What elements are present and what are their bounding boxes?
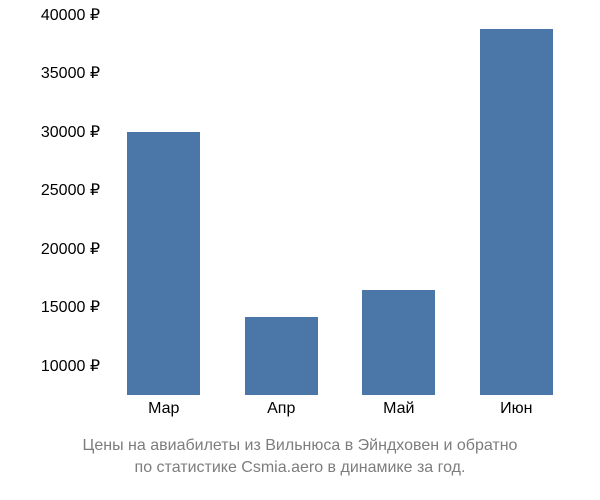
plot-area bbox=[105, 15, 575, 395]
caption-line-1: Цены на авиабилеты из Вильнюса в Эйндхов… bbox=[0, 435, 600, 457]
price-chart: Цены на авиабилеты из Вильнюса в Эйндхов… bbox=[0, 0, 600, 500]
bar bbox=[245, 317, 318, 395]
bar bbox=[127, 132, 200, 395]
chart-caption: Цены на авиабилеты из Вильнюса в Эйндхов… bbox=[0, 435, 600, 478]
y-tick-label: 25000 ₽ bbox=[10, 180, 100, 200]
y-tick-label: 35000 ₽ bbox=[10, 63, 100, 83]
y-tick-label: 10000 ₽ bbox=[10, 356, 100, 376]
bar bbox=[362, 290, 435, 395]
x-tick-label: Мар bbox=[114, 400, 214, 418]
x-tick-label: Апр bbox=[231, 400, 331, 418]
y-tick-label: 40000 ₽ bbox=[10, 5, 100, 25]
x-tick-label: Май bbox=[349, 400, 449, 418]
y-tick-label: 15000 ₽ bbox=[10, 297, 100, 317]
x-tick-label: Июн bbox=[466, 400, 566, 418]
y-tick-label: 20000 ₽ bbox=[10, 239, 100, 259]
y-tick-label: 30000 ₽ bbox=[10, 122, 100, 142]
bar bbox=[480, 29, 553, 395]
caption-line-2: по статистике Csmia.aero в динамике за г… bbox=[0, 457, 600, 479]
